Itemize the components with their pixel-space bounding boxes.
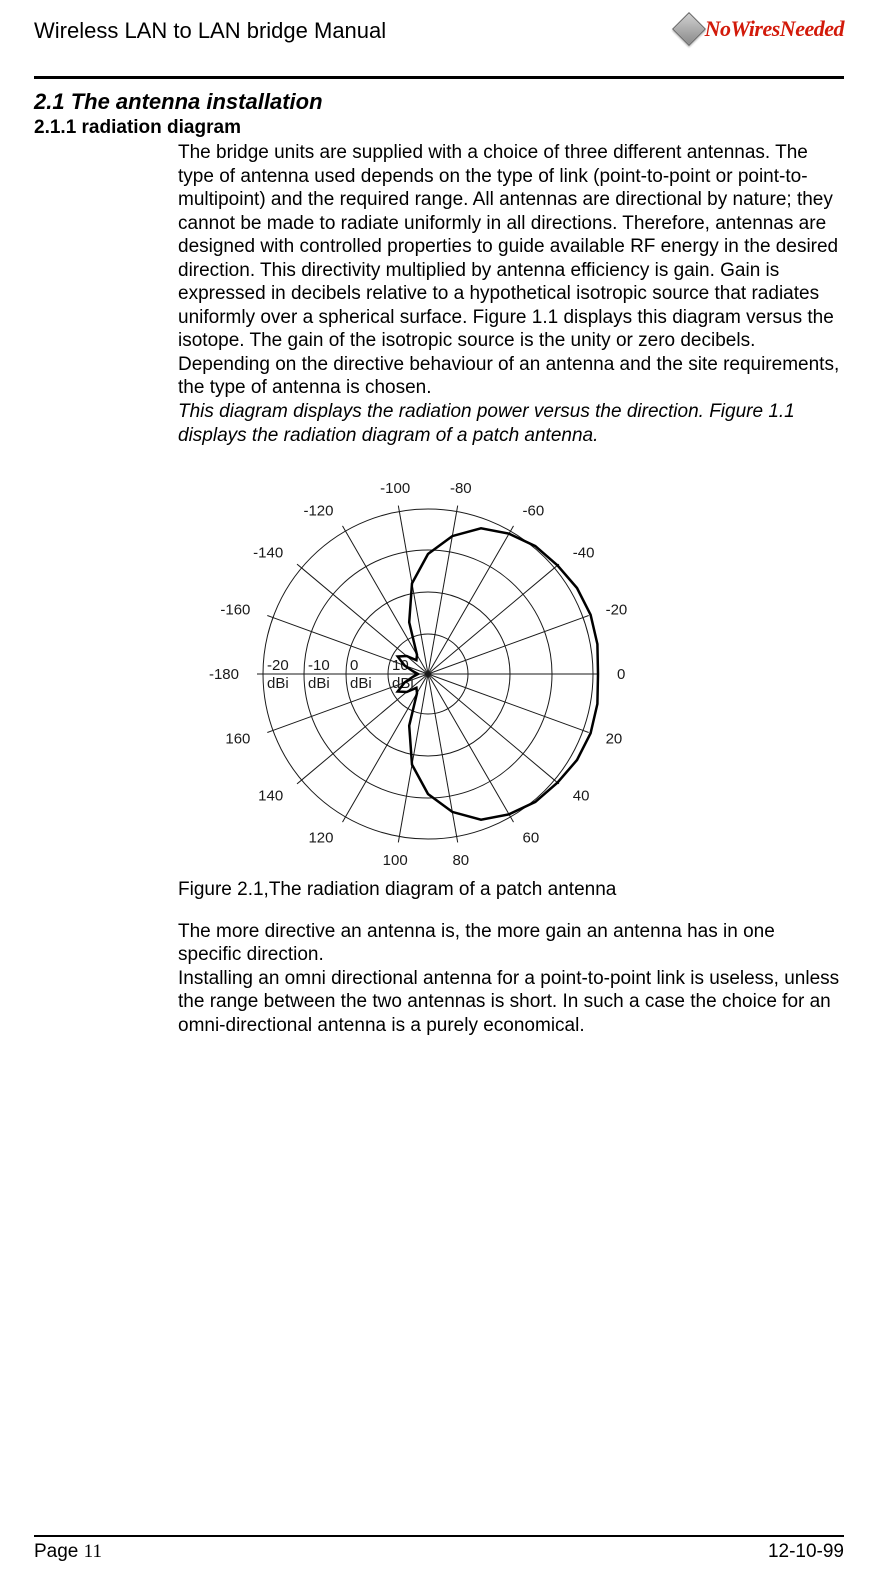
footer-divider — [34, 1535, 844, 1537]
svg-text:-140: -140 — [253, 545, 283, 562]
svg-text:-100: -100 — [380, 480, 410, 497]
figure-caption: Figure 2.1,The radiation diagram of a pa… — [178, 878, 844, 902]
svg-text:120: 120 — [308, 830, 333, 847]
svg-text:0: 0 — [350, 657, 358, 674]
body-paragraph: The more directive an antenna is, the mo… — [178, 920, 840, 967]
svg-text:140: 140 — [258, 788, 283, 805]
body-paragraph: The bridge units are supplied with a cho… — [178, 141, 840, 353]
svg-text:dBi: dBi — [350, 675, 372, 692]
page-footer: Page 11 12-10-99 — [34, 1535, 844, 1563]
svg-text:-20: -20 — [267, 657, 289, 674]
svg-text:dBi: dBi — [267, 675, 289, 692]
body-paragraph: Depending on the directive behaviour of … — [178, 353, 840, 400]
logo-diamond-icon — [672, 12, 706, 46]
svg-text:dBi: dBi — [308, 675, 330, 692]
header-divider — [34, 76, 844, 79]
subsection-heading: 2.1.1 radiation diagram — [34, 117, 844, 139]
svg-text:60: 60 — [523, 830, 540, 847]
svg-text:-160: -160 — [220, 601, 250, 618]
svg-text:-40: -40 — [573, 545, 595, 562]
page-date: 12-10-99 — [768, 1541, 844, 1563]
doc-title: Wireless LAN to LAN bridge Manual — [34, 18, 386, 44]
svg-text:-20: -20 — [606, 601, 628, 618]
svg-text:-10: -10 — [308, 657, 330, 674]
radiation-diagram-figure: -180-160-140-120-100-80-60-40-2002040608… — [178, 459, 844, 876]
page-label: Page — [34, 1541, 84, 1562]
svg-text:80: 80 — [452, 852, 469, 869]
svg-text:160: 160 — [225, 731, 250, 748]
svg-text:-180: -180 — [209, 666, 239, 683]
page-number-value: 11 — [84, 1541, 102, 1562]
svg-text:0: 0 — [617, 666, 625, 683]
body-paragraph-italic: This diagram displays the radiation powe… — [178, 400, 840, 447]
svg-text:20: 20 — [606, 731, 623, 748]
page-number: Page 11 — [34, 1541, 102, 1563]
polar-chart-svg: -180-160-140-120-100-80-60-40-2002040608… — [178, 459, 628, 871]
svg-text:40: 40 — [573, 788, 590, 805]
logo-text: NoWiresNeeded — [705, 16, 844, 42]
svg-text:-120: -120 — [303, 502, 333, 519]
svg-text:100: 100 — [383, 852, 408, 869]
svg-text:-60: -60 — [523, 502, 545, 519]
section-heading: 2.1 The antenna installation — [34, 89, 844, 115]
brand-logo: NoWiresNeeded — [677, 16, 844, 42]
svg-text:-80: -80 — [450, 480, 472, 497]
body-paragraph: Installing an omni directional antenna f… — [178, 967, 840, 1038]
